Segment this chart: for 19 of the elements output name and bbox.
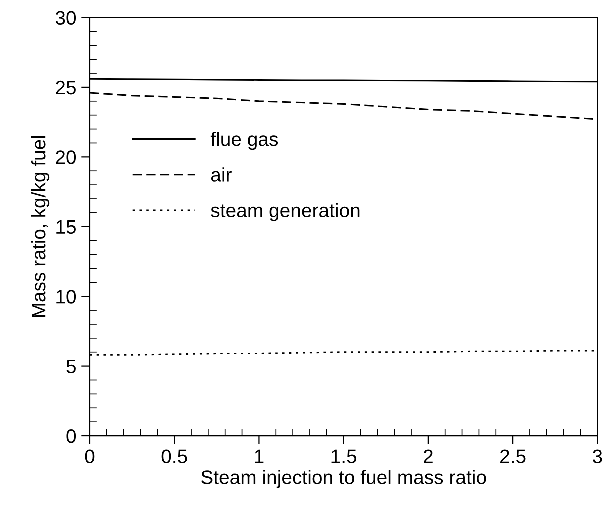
x-tick-label: 2.5 (500, 450, 526, 464)
x-tick-label: 0.5 (162, 450, 188, 464)
x-tick-label: 2 (424, 450, 433, 464)
x-tick-label: 3 (593, 450, 602, 464)
y-tick-label: 5 (66, 360, 76, 374)
x-tick-label: 1 (255, 450, 264, 464)
y-tick-label: 10 (56, 290, 76, 304)
y-tick-label: 20 (56, 150, 76, 164)
y-tick-label: 0 (66, 429, 76, 444)
y-tick-label: 15 (56, 220, 76, 234)
y-tick-label: 30 (56, 11, 76, 25)
legend-label: air (211, 168, 232, 182)
legend-label: steam generation (211, 203, 360, 222)
y-axis-title: Mass ratio, kg/kg fuel (31, 136, 50, 318)
x-axis-title: Steam injection to fuel mass ratio (202, 470, 486, 488)
x-tick-label: 1.5 (332, 450, 357, 464)
y-tick-label: 25 (56, 80, 76, 95)
x-tick-label: 0 (85, 450, 95, 464)
legend-label: flue gas (210, 132, 278, 150)
